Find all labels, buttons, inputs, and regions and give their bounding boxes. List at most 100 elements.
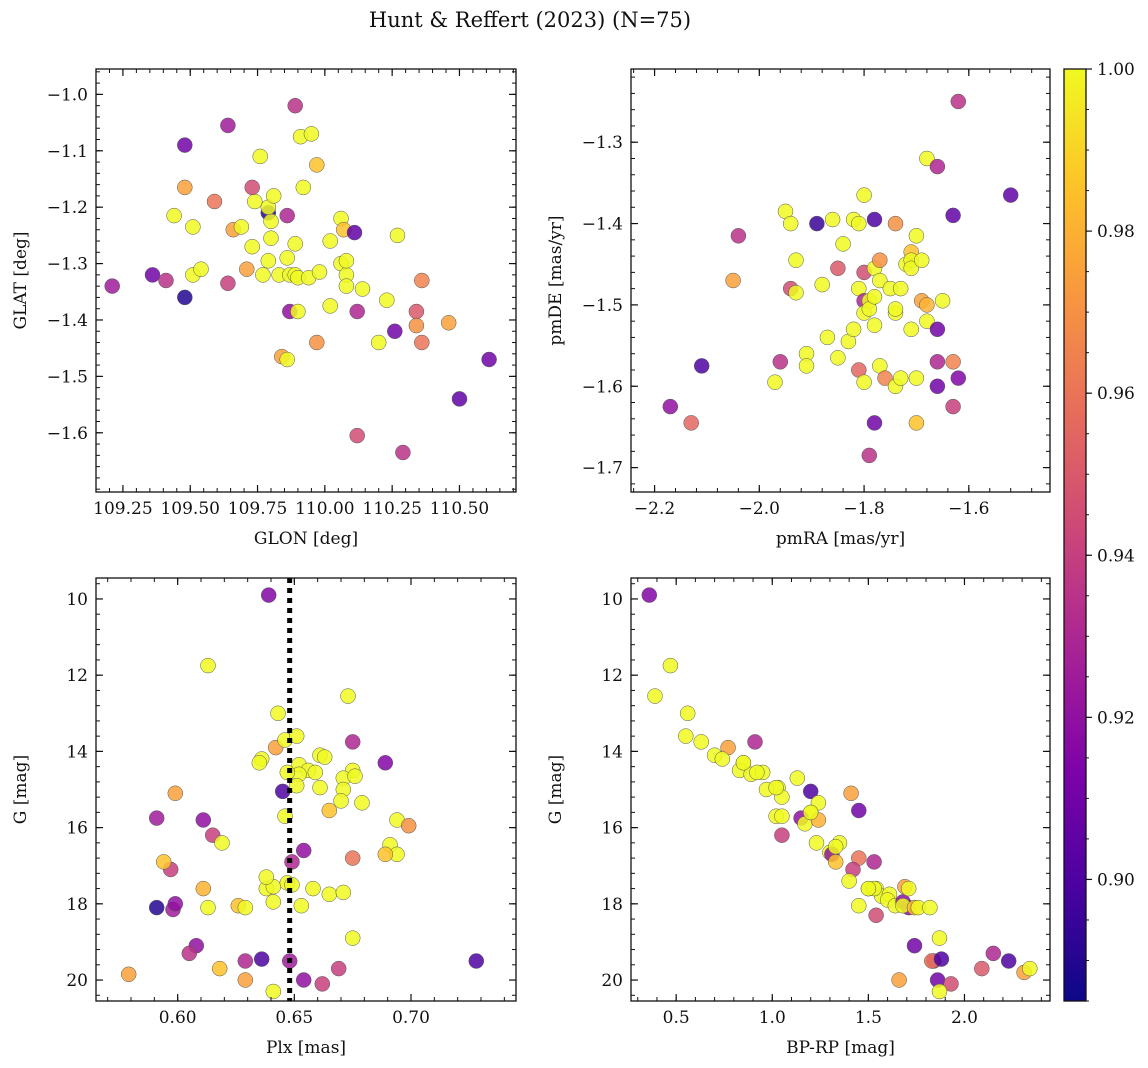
data-point [866, 211, 883, 228]
data-point [908, 228, 925, 244]
data-point [414, 334, 430, 351]
data-point [255, 267, 271, 283]
data-point [866, 289, 883, 305]
data-point [866, 854, 882, 870]
data-point [295, 842, 312, 859]
data-point [349, 303, 365, 320]
data-point [260, 253, 277, 269]
y-axis-label: GLAT [deg] [11, 231, 31, 329]
data-point [408, 317, 425, 334]
data-point [892, 280, 909, 297]
y-tick-label: 14 [66, 742, 88, 762]
data-point [824, 211, 841, 228]
data-point [354, 281, 371, 297]
data-point [662, 657, 679, 674]
data-point [851, 897, 867, 914]
data-point [258, 869, 275, 885]
data-point [321, 886, 338, 903]
data-point [919, 150, 935, 167]
colorbar-tick-label: 0.94 [1097, 546, 1135, 566]
y-tick-label: −1.3 [47, 255, 88, 275]
data-point [872, 252, 888, 268]
data-point [903, 321, 919, 338]
data-point [120, 966, 137, 983]
data-point [314, 976, 331, 992]
data-point [945, 398, 961, 415]
data-point [856, 187, 872, 203]
data-point [802, 804, 819, 821]
x-tick-label: −2.2 [634, 499, 675, 519]
colorbar-tick-label: 1.00 [1097, 60, 1135, 80]
data-point [950, 370, 967, 386]
data-point [929, 321, 946, 338]
data-point [714, 751, 731, 767]
data-point [347, 768, 363, 784]
data-points [662, 93, 1019, 464]
x-tick-label: 0.70 [392, 1008, 430, 1028]
colorbar-tick-label: 0.98 [1097, 222, 1135, 242]
data-point [933, 951, 950, 967]
y-tick-label: −1.2 [47, 198, 88, 218]
data-point [861, 447, 878, 464]
data-point [830, 350, 846, 366]
x-tick-label: 0.5 [663, 1008, 690, 1028]
x-tick-label: 1.0 [759, 1008, 786, 1028]
data-point [260, 587, 277, 603]
data-point [860, 880, 877, 897]
data-point [307, 764, 324, 781]
data-point [387, 323, 403, 340]
data-point [279, 351, 295, 368]
x-axis-label: GLON [deg] [254, 529, 358, 549]
data-point [185, 219, 201, 235]
data-point [316, 749, 333, 765]
data-point [835, 236, 851, 252]
data-point [802, 783, 819, 800]
data-point [892, 370, 909, 386]
scatter-plx-g: 0.60 0.65 0.70 10 12 14 16 18 20 Plx [mas] G [mag] [11, 577, 517, 1058]
data-point [481, 351, 497, 368]
y-tick-label: −1.0 [47, 85, 88, 105]
data-point [287, 236, 303, 252]
data-point [288, 728, 305, 744]
data-point [866, 415, 883, 431]
y-tick-label: 12 [66, 666, 88, 686]
data-point [265, 894, 282, 910]
data-point [148, 810, 165, 826]
data-point [335, 884, 352, 901]
data-point [683, 415, 699, 431]
data-point [1002, 187, 1019, 203]
colorbar-tick-label: 0.96 [1097, 384, 1135, 404]
x-tick-label: 110.00 [295, 499, 354, 519]
x-axis-label: BP-RP [mag] [786, 1038, 895, 1058]
data-point [322, 233, 338, 249]
data-point [200, 899, 216, 916]
data-point [253, 951, 270, 967]
data-point [295, 179, 312, 196]
data-point [772, 354, 789, 370]
y-tick-label: −1.1 [47, 142, 88, 162]
x-tick-label: −2.0 [739, 499, 780, 519]
axes-frame [95, 68, 517, 493]
colorbar-gradient [1063, 68, 1087, 1002]
y-tick-label: −1.5 [582, 296, 623, 316]
data-point [468, 953, 485, 969]
y-axis-label: G [mag] [11, 755, 31, 824]
y-tick-label: 20 [601, 971, 623, 991]
data-point [166, 207, 182, 224]
scatter-pmra-pmde: −2.2 −2.0 −1.8 −1.6 −1.3 −1.4 −1.5 −1.6 −1.7 pmRA… [546, 68, 1051, 549]
data-point [788, 252, 804, 268]
x-tick-label: 110.50 [430, 499, 489, 519]
y-tick-label: −1.6 [47, 424, 88, 444]
data-point [344, 734, 361, 750]
data-point [377, 846, 394, 863]
data-point [827, 838, 844, 855]
data-point [167, 785, 184, 802]
data-point [931, 930, 948, 946]
data-point [782, 215, 799, 232]
data-point [279, 250, 295, 266]
data-point [913, 252, 930, 268]
colorbar-tick-label: 0.90 [1097, 870, 1135, 890]
scatter-glon-glat: 109.25 109.50 109.75 110.00 110.25 110.50 −1.0… [11, 68, 517, 549]
data-point [919, 313, 935, 329]
x-axis-label: Plx [mas] [266, 1038, 346, 1058]
